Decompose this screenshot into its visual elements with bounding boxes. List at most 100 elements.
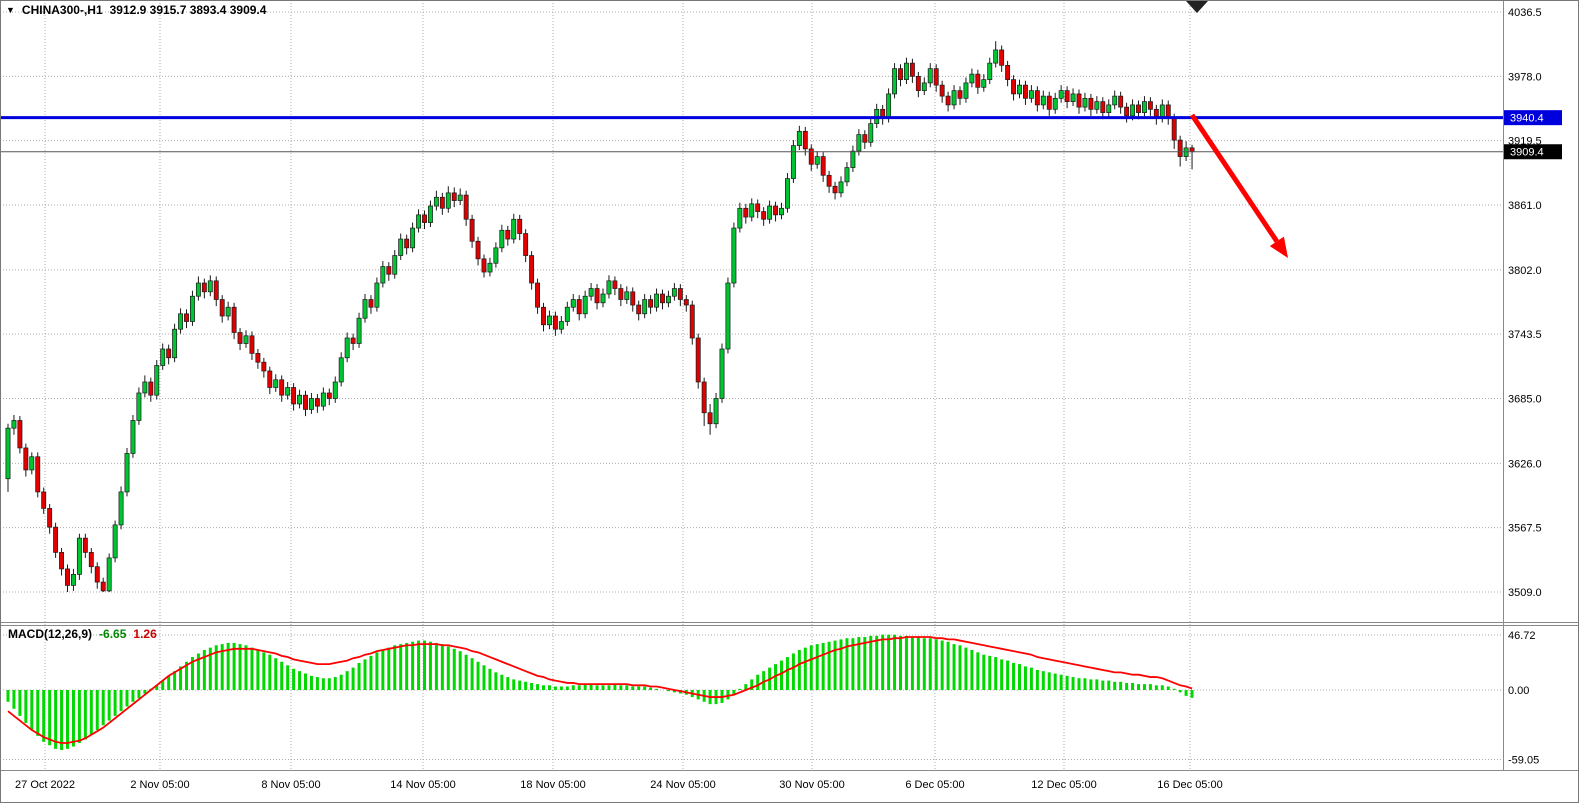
candle-body xyxy=(1034,90,1040,106)
candle-body xyxy=(350,337,356,344)
chart-title: ▼ CHINA300-,H1 3912.9 3915.7 3893.4 3909… xyxy=(6,3,266,17)
candle-body xyxy=(231,306,237,333)
candle-body xyxy=(47,508,53,528)
candle-body xyxy=(1088,97,1094,110)
price-axis-label: 3685.0 xyxy=(1508,393,1542,405)
candle-body xyxy=(1147,101,1153,110)
macd-signal-value-label: 1.26 xyxy=(133,627,157,641)
candle-body xyxy=(570,299,576,308)
candle-body xyxy=(326,392,332,399)
bid-price-badge xyxy=(1504,144,1562,160)
candle-body xyxy=(975,73,981,88)
time-axis-label: 6 Dec 05:00 xyxy=(905,779,964,791)
candle-body xyxy=(237,332,243,344)
candle-body xyxy=(1070,93,1076,102)
candle-body xyxy=(142,381,148,394)
candle-body xyxy=(380,266,386,284)
candle-body xyxy=(332,381,338,399)
candle-body xyxy=(1189,147,1195,153)
candle-body xyxy=(285,387,291,396)
candle-body xyxy=(451,192,457,201)
candle-body xyxy=(469,218,475,242)
candle-body xyxy=(523,233,529,256)
candle-body xyxy=(529,255,535,284)
candle-body xyxy=(267,370,273,388)
candle-body xyxy=(249,335,255,354)
candle-body xyxy=(886,93,892,119)
candle-body xyxy=(112,524,118,559)
candle-body xyxy=(439,196,445,209)
candle-body xyxy=(933,68,939,86)
price-axis[interactable]: 4036.53978.03919.53861.03802.03743.53685… xyxy=(1504,7,1562,767)
candle-body xyxy=(725,282,731,350)
candle-body xyxy=(1165,104,1171,119)
macd-signal-line xyxy=(7,636,1193,744)
candle-body xyxy=(106,557,112,592)
candle-body xyxy=(713,398,719,425)
time-axis-label: 16 Dec 05:00 xyxy=(1157,779,1222,791)
candle-body xyxy=(273,379,279,388)
price-axis-label: 4036.5 xyxy=(1508,7,1542,19)
candle-body xyxy=(309,398,314,410)
candle-body xyxy=(136,392,142,421)
arrow-shaft[interactable] xyxy=(1189,113,1279,243)
candle-body xyxy=(749,203,755,218)
candle-body xyxy=(648,299,654,308)
oneclick-collapse-icon[interactable]: ▼ xyxy=(6,5,15,15)
candle-body xyxy=(683,299,689,306)
macd-axis-label: 0.00 xyxy=(1508,685,1529,697)
candle-body xyxy=(844,167,850,183)
price-axis-label: 3567.5 xyxy=(1508,523,1542,535)
candle-body xyxy=(582,295,588,315)
candle-body xyxy=(689,304,695,339)
candle-body xyxy=(1124,106,1130,117)
macd-value-label: -6.65 xyxy=(99,627,127,641)
quote-ohlc-label: 3912.9 3915.7 3893.4 3909.4 xyxy=(109,3,267,17)
candle-body xyxy=(17,420,23,449)
candle-body xyxy=(297,394,303,405)
candle-body xyxy=(927,68,933,84)
candle-body xyxy=(665,295,671,304)
candle-body xyxy=(1177,139,1183,157)
candle-body xyxy=(41,491,47,509)
candle-body xyxy=(362,299,368,319)
candle-body xyxy=(546,315,552,326)
candle-body xyxy=(743,207,749,218)
candle-body xyxy=(767,205,773,220)
candle-body xyxy=(207,280,213,293)
candle-body xyxy=(404,238,410,249)
macd-axis-label: -59.05 xyxy=(1508,755,1539,767)
candle-body xyxy=(1040,95,1046,106)
candle-body xyxy=(88,552,94,568)
candle-body xyxy=(428,205,433,223)
symbol-period-label: CHINA300-,H1 xyxy=(21,3,103,17)
candle-body xyxy=(1112,95,1118,106)
candle-body xyxy=(1017,84,1022,95)
candle-body xyxy=(457,194,463,201)
candle-body xyxy=(76,537,82,575)
candle-body xyxy=(499,229,505,249)
candle-body xyxy=(707,412,713,425)
candle-body xyxy=(225,306,231,317)
candle-body xyxy=(654,293,660,308)
candle-body xyxy=(356,317,362,344)
chart-shift-marker[interactable] xyxy=(1186,1,1208,13)
candle-body xyxy=(416,214,422,229)
arrow-head[interactable] xyxy=(1269,236,1288,258)
candle-body xyxy=(838,181,844,194)
arrow-annotation[interactable] xyxy=(1189,113,1288,258)
grid-layer xyxy=(0,0,1503,770)
candle-body xyxy=(344,337,350,359)
candle-body xyxy=(314,398,320,407)
candle-body xyxy=(921,82,927,91)
candle-body xyxy=(987,62,993,80)
macd-indicator xyxy=(6,634,1194,751)
candle-body xyxy=(1141,101,1147,113)
candle-body xyxy=(303,394,308,410)
candle-body xyxy=(213,280,219,300)
price-axis-label: 3626.0 xyxy=(1508,458,1542,470)
time-axis[interactable]: 27 Oct 2022 2 Nov 05:00 8 Nov 05:00 14 Nov … xyxy=(15,779,1223,791)
